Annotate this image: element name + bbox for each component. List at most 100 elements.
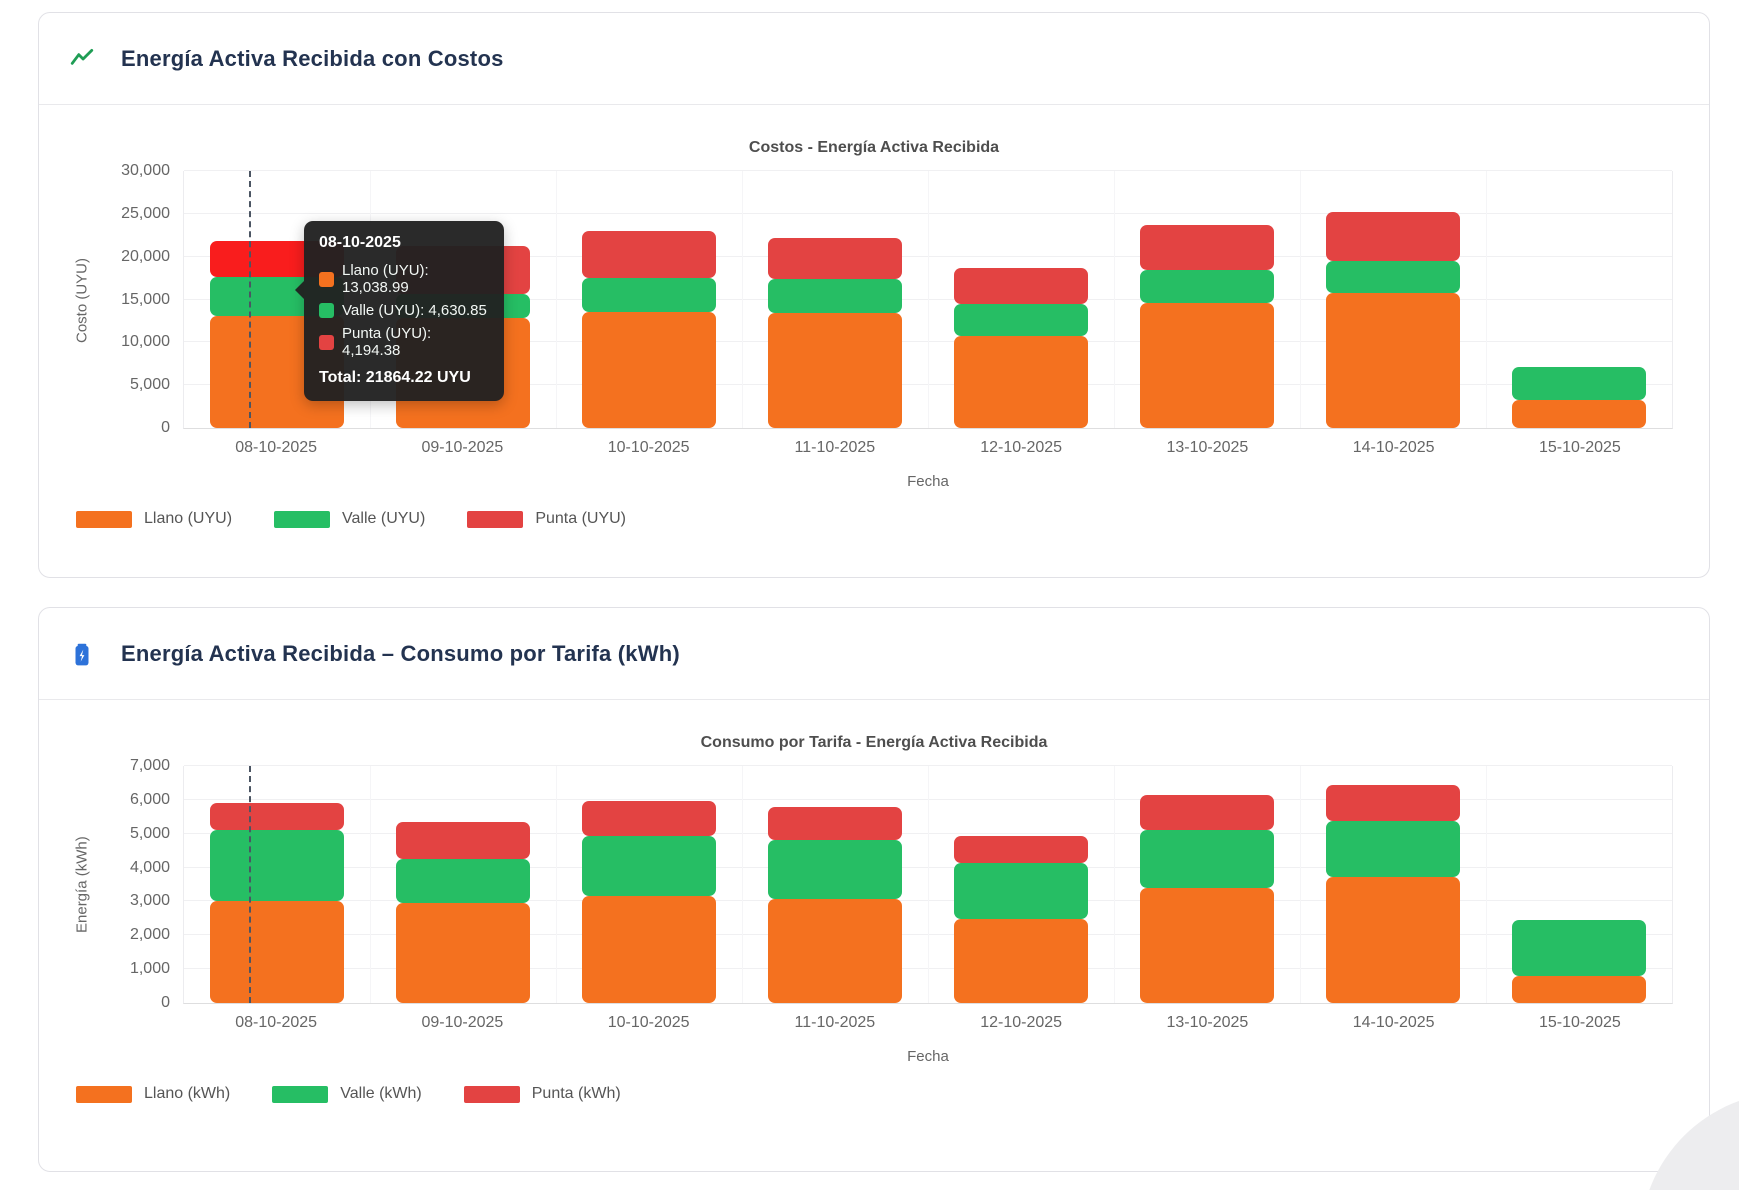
bar-segment-valle[interactable] — [1326, 821, 1460, 878]
stacked-bar[interactable] — [768, 766, 902, 1003]
vertical-gridline — [556, 171, 557, 428]
bar-segment-llano[interactable] — [768, 313, 902, 428]
stacked-bar[interactable] — [1140, 766, 1274, 1003]
bar-segment-valle[interactable] — [954, 304, 1088, 337]
y-tick-label: 1,000 — [129, 960, 170, 978]
stacked-bar[interactable] — [582, 766, 716, 1003]
vertical-gridline — [742, 766, 743, 1003]
bar-segment-valle[interactable] — [582, 836, 716, 897]
vertical-gridline — [1300, 171, 1301, 428]
consumption-chart-heading: Consumo por Tarifa - Energía Activa Reci… — [700, 734, 1048, 751]
y-tick-label: 25,000 — [121, 204, 170, 222]
y-tick-label: 15,000 — [121, 290, 170, 308]
cost-chart-card: Energía Activa Recibida con Costos Costo… — [38, 12, 1710, 578]
y-tick-label: 10,000 — [121, 333, 170, 351]
bar-segment-valle[interactable] — [1140, 269, 1274, 304]
consumption-card-header: Energía Activa Recibida – Consumo por Ta… — [39, 608, 1709, 700]
cost-chart: Costos - Energía Activa Recibida Costo (… — [39, 139, 1709, 528]
bar-segment-valle[interactable] — [582, 278, 716, 313]
stacked-bar[interactable] — [954, 766, 1088, 1003]
vertical-gridline — [928, 766, 929, 1003]
tooltip-row-valle: Valle (UYU): 4,630.85 — [319, 302, 489, 319]
bar-segment-punta[interactable] — [954, 836, 1088, 864]
cost-y-axis-title: Costo (UYU) — [73, 257, 91, 343]
bar-segment-llano[interactable] — [954, 336, 1088, 428]
legend-item[interactable]: Punta (kWh) — [463, 1085, 621, 1103]
bar-segment-valle[interactable] — [396, 859, 530, 904]
stacked-bar[interactable] — [210, 766, 344, 1003]
bar-segment-valle[interactable] — [1512, 920, 1646, 976]
bar-segment-punta[interactable] — [954, 268, 1088, 305]
bar-segment-valle[interactable] — [954, 863, 1088, 920]
stacked-bar[interactable] — [396, 766, 530, 1003]
bar-segment-llano[interactable] — [1326, 877, 1460, 1003]
bar-segment-valle[interactable] — [768, 279, 902, 314]
legend-item[interactable]: Llano (kWh) — [76, 1085, 230, 1103]
stacked-bar[interactable] — [954, 171, 1088, 428]
legend-swatch — [463, 1085, 520, 1103]
bars-layer — [184, 766, 1672, 1003]
legend-label: Llano (kWh) — [144, 1085, 231, 1102]
legend-item[interactable]: Valle (kWh) — [272, 1085, 422, 1103]
bar-segment-punta[interactable] — [396, 821, 530, 860]
x-tick-label: 10-10-2025 — [607, 439, 690, 456]
bar-segment-punta[interactable] — [1140, 795, 1274, 830]
bar-slot — [184, 766, 370, 1003]
bar-segment-punta[interactable] — [768, 237, 902, 280]
bar-slot — [1486, 171, 1672, 428]
bar-segment-valle[interactable] — [1140, 829, 1274, 889]
x-tick-label: 11-10-2025 — [794, 439, 876, 456]
bar-slot — [556, 766, 742, 1003]
consumption-legend: Llano (kWh) Valle (kWh) Punta (kWh) — [39, 1085, 1709, 1103]
cost-card-header: Energía Activa Recibida con Costos — [39, 13, 1709, 105]
bar-segment-valle[interactable] — [1512, 367, 1646, 401]
bar-segment-valle[interactable] — [210, 830, 344, 901]
bar-segment-punta[interactable] — [768, 807, 902, 840]
bar-segment-punta[interactable] — [1326, 211, 1460, 261]
bar-segment-llano[interactable] — [1140, 888, 1274, 1003]
bar-segment-llano[interactable] — [1512, 400, 1646, 428]
bar-segment-llano[interactable] — [768, 898, 902, 1003]
bar-segment-llano[interactable] — [582, 312, 716, 428]
stacked-bar[interactable] — [1512, 766, 1646, 1003]
legend-swatch — [274, 510, 331, 528]
tooltip-swatch-valle — [319, 303, 334, 318]
bar-segment-llano[interactable] — [582, 896, 716, 1003]
bar-segment-llano[interactable] — [1140, 303, 1274, 428]
bar-segment-llano[interactable] — [1512, 975, 1646, 1003]
legend-item[interactable]: Valle (UYU) — [274, 510, 425, 528]
tooltip-title: 08-10-2025 — [319, 234, 401, 251]
x-tick-label: 09-10-2025 — [421, 439, 504, 456]
bar-slot — [928, 171, 1114, 428]
bar-slot — [1300, 171, 1486, 428]
stacked-bar[interactable] — [768, 171, 902, 428]
bar-segment-llano[interactable] — [396, 903, 530, 1003]
stacked-bar[interactable] — [1326, 766, 1460, 1003]
x-tick-label: 14-10-2025 — [1352, 439, 1435, 456]
bar-segment-llano[interactable] — [1326, 292, 1460, 428]
bar-segment-llano[interactable] — [210, 900, 344, 1003]
bar-segment-punta[interactable] — [210, 803, 344, 831]
vertical-gridline — [1486, 171, 1487, 428]
legend-label: Valle (kWh) — [340, 1085, 422, 1102]
bar-slot — [556, 171, 742, 428]
bar-segment-punta[interactable] — [582, 231, 716, 279]
bar-slot — [1486, 766, 1672, 1003]
stacked-bar[interactable] — [1326, 171, 1460, 428]
stacked-bar[interactable] — [582, 171, 716, 428]
bar-segment-valle[interactable] — [1326, 260, 1460, 293]
stacked-bar[interactable] — [1140, 171, 1274, 428]
legend-item[interactable]: Llano (UYU) — [76, 510, 232, 528]
bar-segment-valle[interactable] — [768, 839, 902, 899]
bar-segment-punta[interactable] — [582, 800, 716, 837]
tooltip-total: Total: 21864.22 UYU — [319, 369, 471, 386]
bar-segment-llano[interactable] — [954, 919, 1088, 1003]
bar-slot — [928, 766, 1114, 1003]
legend-item[interactable]: Punta (UYU) — [467, 510, 626, 528]
x-tick-label: 15-10-2025 — [1538, 1014, 1621, 1031]
x-tick-label: 11-10-2025 — [794, 1014, 876, 1031]
bar-segment-punta[interactable] — [1326, 785, 1460, 822]
stacked-bar[interactable] — [1512, 171, 1646, 428]
bar-segment-punta[interactable] — [1140, 224, 1274, 270]
